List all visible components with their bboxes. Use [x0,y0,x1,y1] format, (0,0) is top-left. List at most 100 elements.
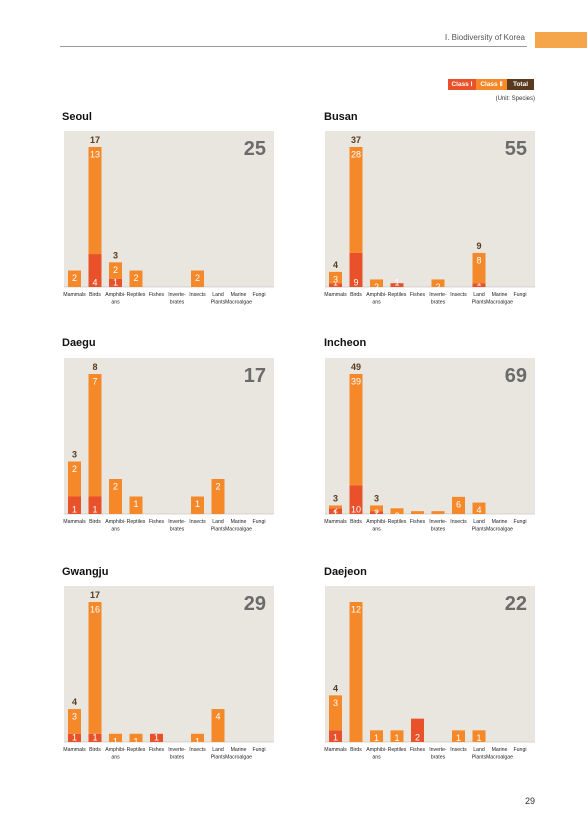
category-label: Fishes [410,292,426,298]
category-label: brates [431,527,446,533]
category-label: Mammals [63,747,86,753]
bar-label-class1: 1 [92,505,97,515]
category-label: Macroalgae [225,755,252,761]
category-label: Land [473,747,485,753]
category-label: Plants [472,300,487,306]
category-label: Insects [189,747,206,753]
city-title-busan: Busan [324,111,358,123]
bar-class2 [211,479,225,514]
category-label: Land [212,519,224,525]
bar-label-class2: 2 [72,273,77,283]
bar-class2 [68,270,81,287]
category-label: Macroalgae [225,527,252,533]
bar-label-class2: 3 [72,712,77,722]
category-label: Fungi [514,519,527,525]
bar-class2 [472,730,486,742]
bar-label-class1: 10 [351,505,361,515]
bar-label-class2: 6 [456,499,461,509]
category-label: Macroalgae [486,755,513,761]
category-label: Plants [211,755,226,761]
plot-daejeon: 22 1 3 4 Mammals 12 Birds 1 Amphibi-ans 1 Reptiles… [324,586,535,761]
category-label: Fungi [253,519,266,525]
category-label: Marine [231,747,247,753]
bar-class2 [390,730,404,742]
category-label: Land [473,519,485,525]
category-label: Insects [450,292,467,298]
bar-class2 [109,262,122,279]
bar-label-class2: 3 [333,698,338,708]
bar-label-class2: 28 [351,150,361,160]
bar-class1 [390,283,404,287]
category-label: Amphibi- [366,292,387,298]
category-label: Macroalgae [486,527,513,533]
category-label: brates [431,755,446,761]
category-label: Inverte- [168,747,186,753]
bar-total-label: 3 [374,493,379,503]
bar-label-class2: 1 [133,499,138,509]
panel-total: 55 [505,138,527,160]
category-label: Plants [472,755,487,761]
bar-class1 [109,278,122,287]
category-label: Birds [89,519,101,525]
category-label: Inverte- [168,519,186,525]
bar-class2 [88,374,102,497]
bar-class1 [68,496,81,514]
category-label: Fishes [149,519,165,525]
chart-daejeon: 22134Mammals12Birds1Amphibi-ans1Reptiles… [324,593,535,761]
category-label: Fishes [149,747,165,753]
section-header: Ⅰ. Biodiversity of Korea [444,33,525,42]
bar-label-class2: 2 [133,273,138,283]
bar-label-class2: 1 [374,733,379,743]
bar-class1 [411,718,424,742]
category-label: ans [111,755,120,761]
category-label: Insects [450,519,467,525]
bar-class2 [109,733,122,742]
city-title-seoul: Seoul [62,111,92,123]
bar-label-class1: 2 [415,733,420,743]
bar-class1 [349,252,363,287]
category-label: Marine [231,292,247,298]
bar-class2 [191,733,204,742]
bar-label-class2: 3 [333,274,338,284]
category-label: Marine [492,747,508,753]
bar-class1 [349,485,363,514]
bar-label-class2: 1 [415,514,420,524]
category-label: Mammals [324,519,347,525]
bar-total-label: 9 [476,241,481,251]
bar-label-class1: 4 [92,278,97,288]
bar-class2 [68,461,81,497]
bar-label-class2: 7 [92,377,97,387]
category-label: Mammals [324,747,347,753]
category-label: Fishes [410,519,426,525]
bar-label-class2: 2 [435,282,440,292]
category-label: Birds [350,292,362,298]
bar-class2 [472,502,486,514]
category-label: Marine [231,519,247,525]
category-label: Marine [492,519,508,525]
category-label: brates [170,300,185,306]
bar-class1 [150,733,163,742]
bar-class2 [68,709,81,734]
bar-label-class2: 39 [351,377,361,387]
category-label: Fungi [514,292,527,298]
panel-total: 29 [244,593,266,615]
bar-class2 [472,252,486,284]
bar-label-class2: 8 [476,255,481,265]
plot-daegu: 17 1 2 3 Mammals 1 7 8 Birds 2 Amphibi-ans 1 Reptile… [63,358,274,533]
legend-class1: Class Ⅰ [448,79,476,90]
category-label: Macroalgae [225,300,252,306]
plot-seoul: 25 2 Mammals 4 13 17 Birds 1 2 3 Amphibi-ans 2 Repti… [63,131,274,306]
category-label: Reptiles [388,747,407,753]
bar-total-label: 4 [72,697,77,707]
category-label: Reptiles [127,292,146,298]
bar-total-label: 17 [90,590,100,600]
bar-class2 [370,730,383,742]
panel-total: 17 [244,365,266,387]
bar-label-class2: 2 [72,464,77,474]
bar-label-class1: 1 [72,505,77,515]
bar-class1 [329,508,342,514]
bar-total-label: 4 [333,683,338,693]
category-label: Reptiles [388,519,407,525]
bar-total-label: 37 [351,135,361,145]
category-label: Mammals [63,519,86,525]
